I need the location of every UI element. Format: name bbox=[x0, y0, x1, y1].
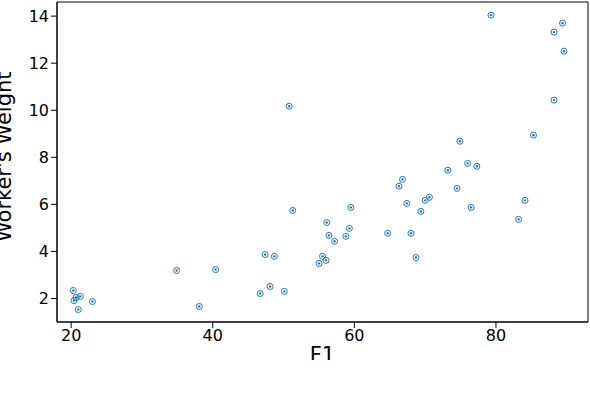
svg-text:40: 40 bbox=[203, 326, 223, 345]
svg-text:F1: F1 bbox=[310, 343, 335, 360]
svg-text:14: 14 bbox=[29, 7, 49, 26]
svg-text:6: 6 bbox=[39, 195, 49, 214]
svg-text:10: 10 bbox=[29, 101, 49, 120]
svg-text:60: 60 bbox=[344, 326, 364, 345]
svg-text:Worker's Weight: Worker's Weight bbox=[8, 71, 16, 242]
svg-text:4: 4 bbox=[39, 242, 49, 261]
svg-text:8: 8 bbox=[39, 148, 49, 167]
svg-text:20: 20 bbox=[61, 326, 81, 345]
svg-text:80: 80 bbox=[486, 326, 506, 345]
svg-text:12: 12 bbox=[29, 54, 49, 73]
svg-text:2: 2 bbox=[39, 289, 49, 308]
